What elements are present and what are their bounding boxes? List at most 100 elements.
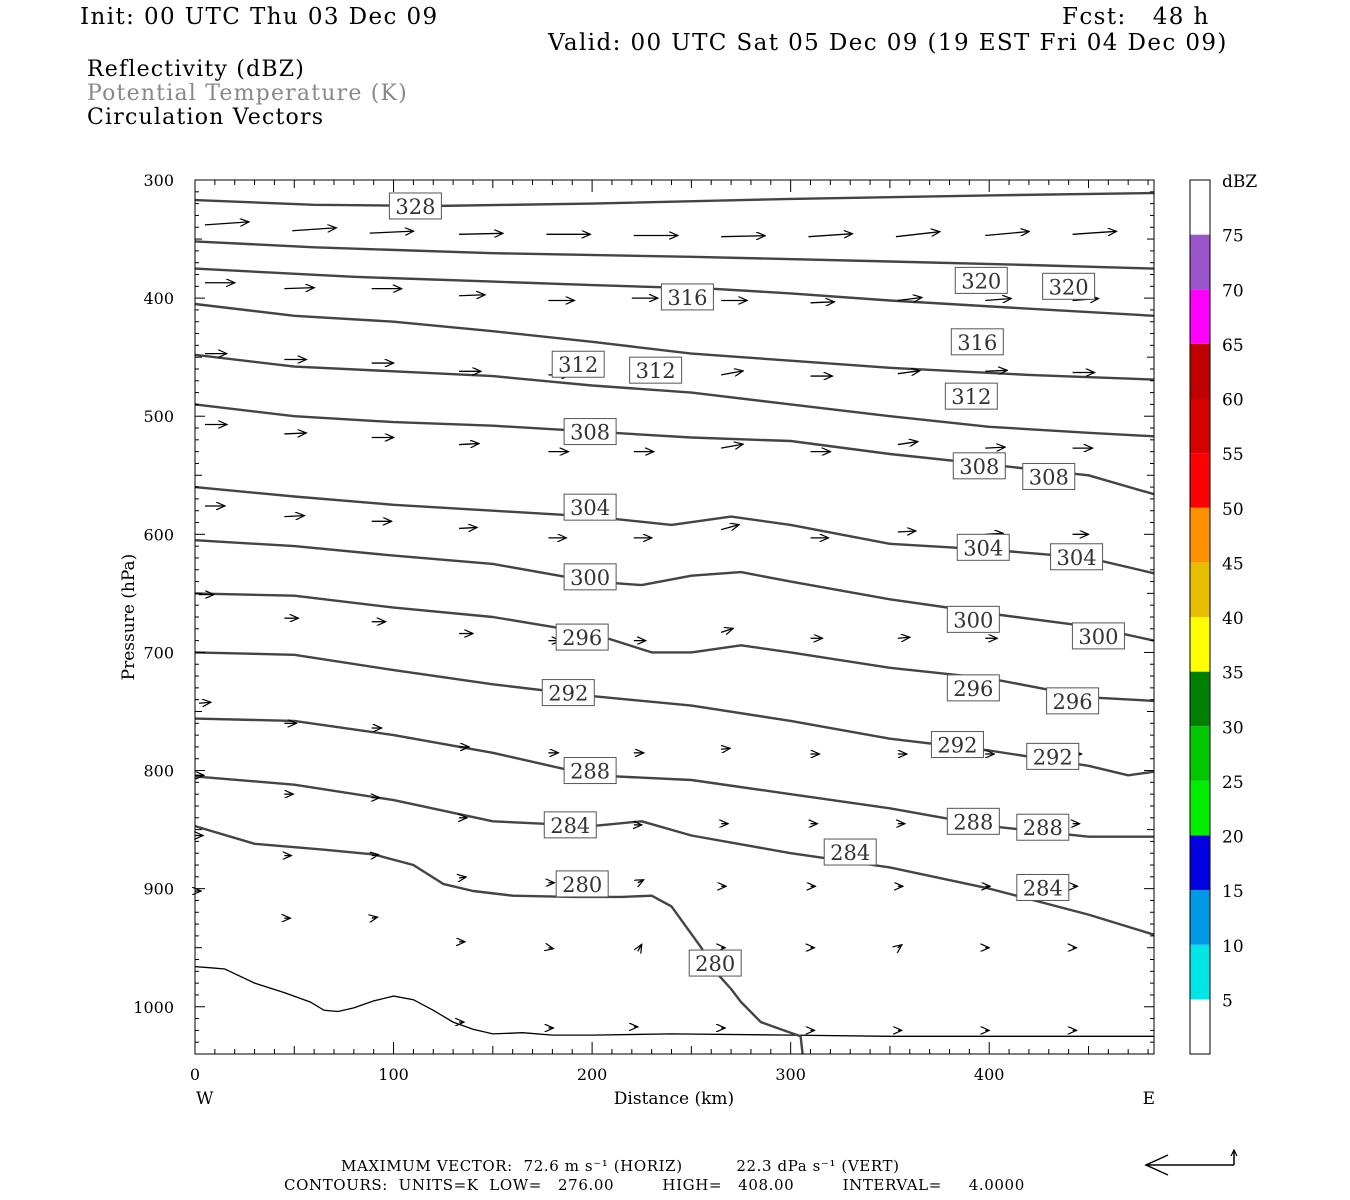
contour-label: 308 <box>570 421 610 445</box>
theta-contour-288 <box>194 717 1154 838</box>
y-tick-label: 400 <box>143 289 174 308</box>
contour-label: 280 <box>562 873 602 897</box>
circulation-vector <box>459 233 503 234</box>
contour-label-box <box>555 623 609 651</box>
y-tick-label: 1000 <box>133 998 174 1017</box>
circulation-vector <box>459 295 485 296</box>
x-tick-label: 300 <box>775 1065 806 1084</box>
field-label-reflectivity: Reflectivity (dBZ) <box>87 57 306 82</box>
contour-label-box <box>956 533 1010 561</box>
contour-label-box <box>563 563 617 591</box>
x-end-west: W <box>196 1089 214 1109</box>
circulation-vector <box>721 748 730 749</box>
circulation-vector <box>897 297 922 300</box>
y-tick-label: 300 <box>143 171 174 190</box>
contour-label-box <box>1050 543 1104 571</box>
circulation-vector <box>638 880 644 883</box>
contour-label: 296 <box>562 626 602 650</box>
contour-label-box <box>1022 462 1076 490</box>
colorbar-label: 10 <box>1222 937 1244 957</box>
theta-contour-296 <box>194 592 1155 703</box>
circulation-vector <box>372 855 379 856</box>
contour-label: 296 <box>953 677 993 701</box>
circulation-vector <box>895 232 940 238</box>
valid-time: Valid: 00 UTC Sat 05 Dec 09 (19 EST Fri … <box>548 30 1228 56</box>
terrain-line <box>194 965 1154 1037</box>
contour-label: 312 <box>951 385 991 409</box>
contour-label: 316 <box>667 286 707 310</box>
contour-label: 308 <box>959 455 999 479</box>
contour-label-box <box>946 605 1000 633</box>
contour-label: 316 <box>957 331 997 355</box>
x-tick-label: 200 <box>577 1065 608 1084</box>
circulation-vector <box>459 527 477 528</box>
contour-info: CONTOURS: UNITS=K LOW= 276.00 HIGH= 408.… <box>284 1176 1025 1194</box>
contour-label: 288 <box>953 810 993 834</box>
circulation-vector <box>985 232 1029 236</box>
y-tick-label: 600 <box>143 525 174 544</box>
x-tick-label: 0 <box>190 1065 200 1084</box>
contour-label-box <box>944 382 998 410</box>
theta-contour-312 <box>194 353 1155 438</box>
contour-label: 296 <box>1053 690 1093 714</box>
theta-contour-308 <box>194 403 1155 496</box>
circulation-vector <box>720 628 733 632</box>
contour-label: 312 <box>558 353 598 377</box>
colorbar-swatch <box>1190 507 1210 563</box>
contour-label-box <box>541 679 595 707</box>
circulation-vector <box>548 948 553 949</box>
field-label-potential-temperature: Potential Temperature (K) <box>87 81 408 106</box>
contour-label: 308 <box>1029 465 1069 489</box>
theta-contour-324 <box>194 240 1155 270</box>
x-tick-label: 400 <box>974 1065 1005 1084</box>
contour-label: 284 <box>1023 876 1063 900</box>
contour-label: 300 <box>953 608 993 632</box>
contour-label: 284 <box>550 814 590 838</box>
reference-vector <box>1144 1148 1238 1176</box>
contour-label: 280 <box>695 952 735 976</box>
colorbar-title: dBZ <box>1222 172 1257 192</box>
contour-label-box <box>946 807 1000 835</box>
forecast-hour: Fcst: 48 h <box>1062 4 1210 30</box>
circulation-vector <box>638 944 642 951</box>
contour-label-box <box>563 757 617 785</box>
circulation-vector <box>721 236 765 237</box>
colorbar-swatch <box>1190 289 1210 344</box>
theta-contour-300 <box>194 539 1155 642</box>
colorbar-swatch <box>1190 890 1210 945</box>
contour-label: 320 <box>1049 275 1089 299</box>
field-label-circulation-vectors: Circulation Vectors <box>87 105 325 130</box>
circulation-vector <box>721 371 743 375</box>
theta-contour-280 <box>194 824 804 1055</box>
colorbar-label: 60 <box>1222 391 1244 411</box>
theta-contour-328 <box>194 191 1155 208</box>
circulation-vector <box>898 945 902 948</box>
y-tick-label: 500 <box>143 407 174 426</box>
contour-label-box <box>1016 813 1070 841</box>
circulation-vector <box>720 525 739 530</box>
contour-label: 300 <box>570 566 610 590</box>
contour-label: 292 <box>548 682 588 706</box>
max-vector-note: MAXIMUM VECTOR: 72.6 m s⁻¹ (HORIZ) 22.3 … <box>341 1157 900 1175</box>
contour-label: 284 <box>830 841 870 865</box>
circulation-vector <box>372 917 378 918</box>
colorbar-swatch <box>1190 343 1210 399</box>
colorbar-swatch <box>1190 180 1210 235</box>
colorbar-label: 30 <box>1222 718 1244 738</box>
theta-contour-292 <box>194 651 1155 777</box>
colorbar-label: 50 <box>1222 500 1244 520</box>
contour-label: 312 <box>636 359 676 383</box>
colorbar-swatch <box>1190 780 1210 836</box>
x-end-east: E <box>1143 1089 1155 1109</box>
contour-label-box <box>551 350 605 378</box>
y-axis-label: Pressure (hPa) <box>119 554 139 681</box>
circulation-vector <box>369 231 414 233</box>
circulation-vector <box>897 442 918 445</box>
circulation-vector <box>198 702 211 703</box>
contour-label: 292 <box>1033 745 1073 769</box>
contour-label: 304 <box>963 536 1003 560</box>
contour-label-box <box>952 452 1006 480</box>
colorbar-label: 65 <box>1222 336 1244 356</box>
colorbar-label: 70 <box>1222 281 1244 301</box>
contour-label-box <box>555 870 609 898</box>
